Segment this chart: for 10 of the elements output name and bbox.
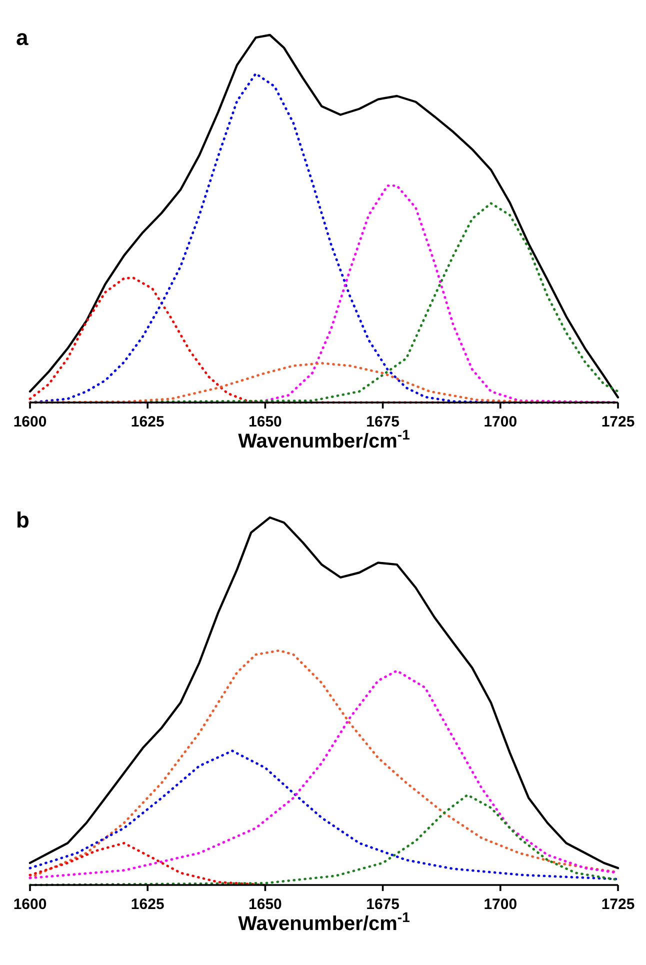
- x-tick-label: 1725: [601, 896, 635, 913]
- x-tick-label: 1700: [484, 896, 518, 913]
- x-tick-label: 1700: [484, 414, 518, 430]
- x-tick-label: 1725: [601, 414, 635, 430]
- x-tick-label: 1625: [130, 414, 164, 430]
- x-tick-label: 1625: [130, 896, 164, 913]
- x-tick-label: 1600: [13, 414, 47, 430]
- x-tick-label: 1600: [13, 896, 47, 913]
- chart-title: a: [16, 25, 29, 50]
- chart-title: b: [16, 508, 30, 532]
